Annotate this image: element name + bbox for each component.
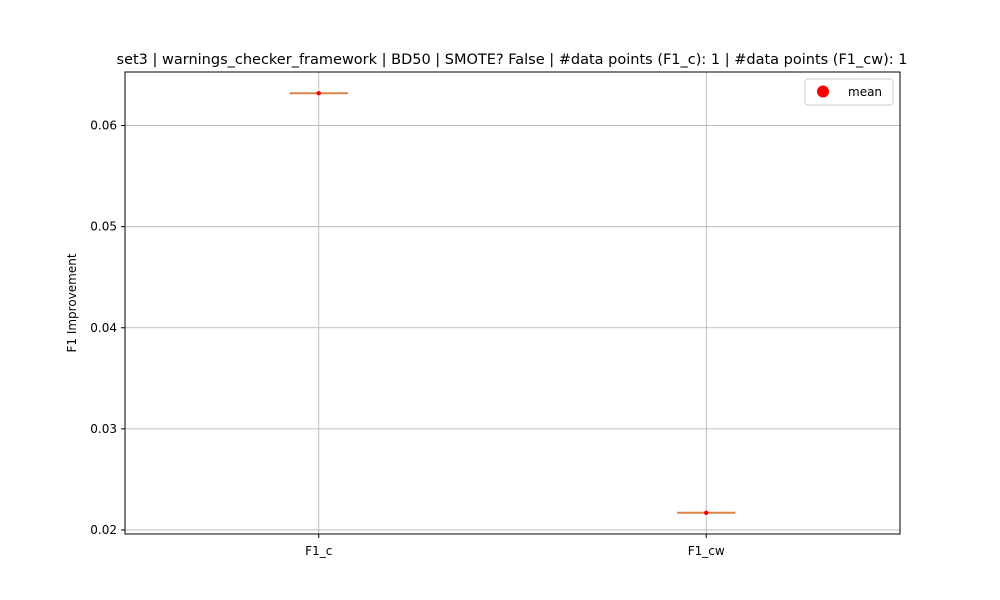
y-axis-label: F1 Improvement — [65, 253, 79, 352]
legend-box — [804, 78, 894, 106]
legend-mean-marker — [817, 85, 829, 98]
mean-marker-F1_c — [316, 91, 321, 96]
mean-marker-F1_cw — [704, 510, 709, 515]
legend-mean-label: mean — [848, 85, 882, 99]
grid-lines — [125, 72, 900, 534]
chart-title: set3 | warnings_checker_framework | BD50… — [117, 52, 908, 68]
x-axis-ticks: F1_c F1_cw — [305, 534, 725, 558]
plot-frame — [124, 71, 901, 535]
x-tick-label: F1_c — [305, 544, 332, 558]
y-tick-label: 0.02 — [90, 523, 117, 537]
x-tick-label: F1_cw — [688, 544, 725, 558]
legend: mean — [804, 78, 894, 106]
y-tick-label: 0.04 — [90, 321, 117, 335]
box-series — [289, 91, 736, 515]
y-axis-ticks: 0.02 0.03 0.04 0.05 0.06 — [90, 119, 125, 537]
y-tick-label: 0.03 — [90, 422, 117, 436]
y-tick-label: 0.06 — [90, 119, 117, 133]
y-tick-label: 0.05 — [90, 220, 117, 234]
